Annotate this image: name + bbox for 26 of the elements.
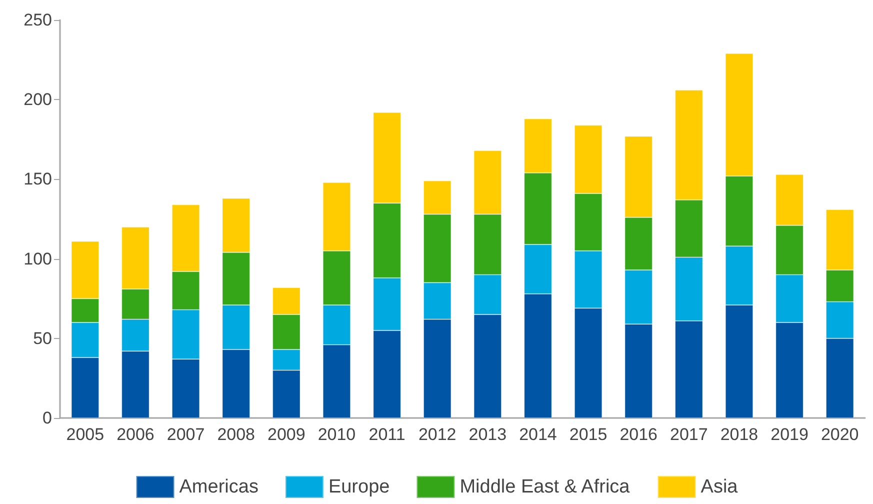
legend-label: Europe xyxy=(328,476,390,498)
y-tick-label: 150 xyxy=(24,170,52,189)
x-tick-label: 2017 xyxy=(670,425,708,444)
x-tick-label: 2016 xyxy=(620,425,658,444)
x-tick-label: 2014 xyxy=(519,425,557,444)
legend-label: Middle East & Africa xyxy=(460,476,630,498)
x-tick-label: 2005 xyxy=(66,425,104,444)
x-tick-label: 2015 xyxy=(569,425,608,444)
x-tick-label: 2019 xyxy=(770,425,808,444)
x-tick-label: 2020 xyxy=(820,425,859,444)
x-tick-label: 2010 xyxy=(318,425,356,444)
y-tick-label: 0 xyxy=(42,408,52,428)
x-tick-label: 2012 xyxy=(418,425,456,444)
y-tick-label: 50 xyxy=(33,328,52,348)
x-tick-label: 2007 xyxy=(166,425,205,444)
y-tick-label: 200 xyxy=(24,90,52,110)
x-tick-label: 2013 xyxy=(468,425,507,444)
legend-label: Asia xyxy=(700,476,738,498)
x-tick-label: 2006 xyxy=(116,425,154,444)
y-tick-label: 100 xyxy=(24,249,52,268)
legend-label: Americas xyxy=(179,476,258,498)
x-tick-label: 2008 xyxy=(217,425,256,444)
x-tick-label: 2009 xyxy=(267,425,306,444)
y-tick-label: 250 xyxy=(24,10,52,30)
x-tick-label: 2011 xyxy=(368,425,406,444)
x-tick-label: 2018 xyxy=(720,425,758,444)
